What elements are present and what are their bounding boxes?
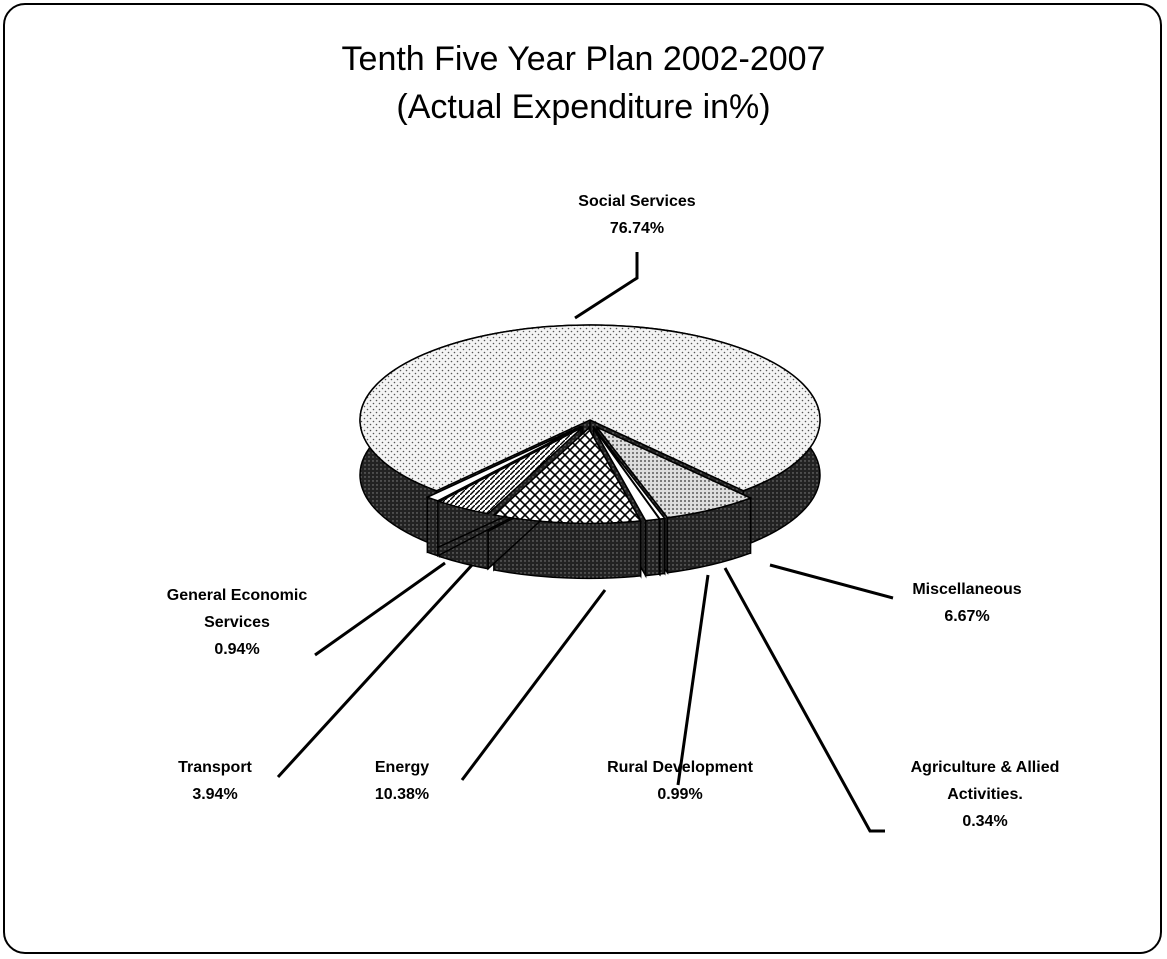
value-label: 0.34% bbox=[962, 813, 1008, 830]
category-label: General Economic Services bbox=[166, 587, 308, 631]
leader-line bbox=[460, 589, 607, 781]
slice-label: Agriculture & Allied Activities. 0.34% bbox=[890, 754, 1080, 835]
slice-label: Transport 3.94% bbox=[135, 754, 295, 808]
leader-line bbox=[676, 574, 710, 786]
chart-subtitle: (Actual Expenditure in%) bbox=[396, 88, 771, 126]
category-label: Transport bbox=[178, 759, 252, 776]
leader-line bbox=[769, 563, 894, 600]
value-label: 3.94% bbox=[192, 786, 238, 803]
slice-label: Energy 10.38% bbox=[322, 754, 482, 808]
value-label: 0.99% bbox=[657, 786, 703, 803]
value-label: 0.94% bbox=[214, 641, 260, 658]
chart-title: Tenth Five Year Plan 2002-2007 bbox=[341, 40, 826, 78]
slice bbox=[596, 426, 753, 519]
slice-side bbox=[644, 518, 661, 577]
leader-line bbox=[574, 252, 639, 320]
category-label: Energy bbox=[374, 759, 430, 776]
leader-line bbox=[276, 563, 474, 779]
value-label: 6.67% bbox=[944, 608, 990, 625]
frame bbox=[3, 3, 1162, 954]
slice-label: Rural Development 0.99% bbox=[580, 754, 780, 808]
leader-line bbox=[314, 561, 446, 657]
slice-label: Social Services 76.74% bbox=[537, 188, 737, 242]
slice bbox=[492, 427, 642, 525]
value-label: 76.74% bbox=[609, 220, 665, 237]
slice-side bbox=[659, 517, 666, 575]
slice bbox=[359, 324, 821, 492]
category-label: Agriculture & Allied Activities. bbox=[910, 759, 1060, 803]
slice-label: General Economic Services 0.94% bbox=[157, 582, 317, 663]
slice bbox=[592, 427, 661, 522]
leader-line bbox=[723, 567, 885, 833]
category-label: Social Services bbox=[578, 193, 696, 210]
value-label: 10.38% bbox=[374, 786, 430, 803]
category-label: Rural Development bbox=[607, 759, 753, 776]
slice bbox=[425, 425, 582, 502]
category-label: Miscellaneous bbox=[912, 581, 1022, 598]
slice bbox=[437, 426, 584, 515]
slice-side bbox=[426, 496, 439, 557]
slice-label: Miscellaneous 6.67% bbox=[867, 576, 1067, 630]
